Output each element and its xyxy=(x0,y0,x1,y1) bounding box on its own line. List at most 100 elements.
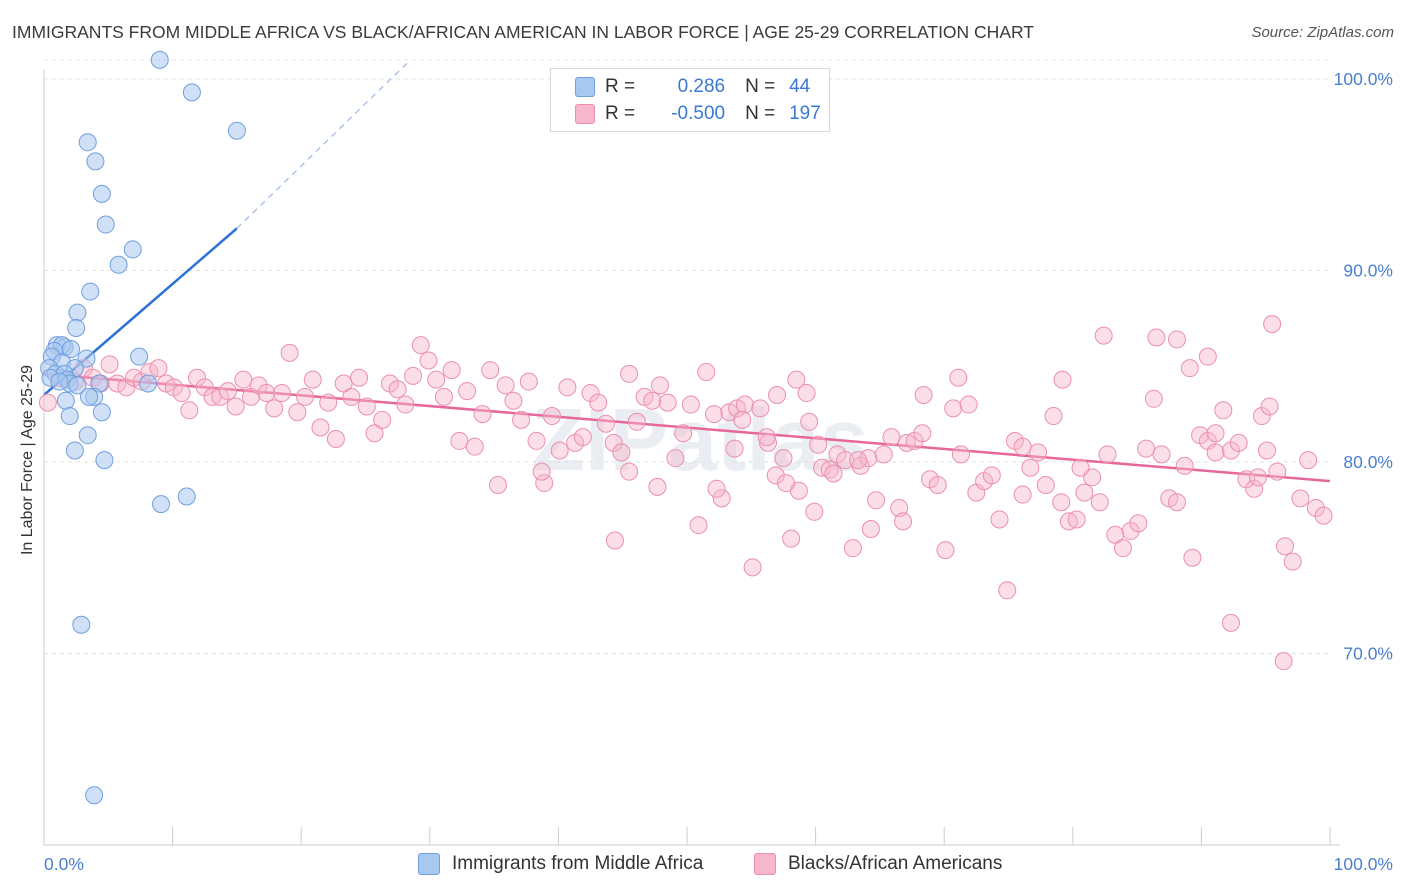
point-blacks xyxy=(914,385,933,404)
point-blacks xyxy=(465,437,484,456)
point-blacks xyxy=(697,362,716,381)
point-blacks xyxy=(288,403,307,422)
point-blacks xyxy=(1299,451,1318,470)
point-blacks xyxy=(1263,315,1282,334)
point-blacks xyxy=(388,380,407,399)
point-blacks xyxy=(944,399,963,418)
point-blacks xyxy=(1198,347,1217,366)
point-blacks xyxy=(117,378,136,397)
point-middle-africa xyxy=(85,786,104,805)
point-blacks xyxy=(504,391,523,410)
point-blacks xyxy=(527,431,546,450)
point-blacks xyxy=(1113,539,1132,558)
legend-r-value: -0.500 xyxy=(671,103,726,124)
point-blacks xyxy=(890,498,909,517)
gridlines xyxy=(44,59,1330,654)
point-blacks xyxy=(1167,493,1186,512)
point-blacks xyxy=(249,376,268,395)
point-blacks xyxy=(894,512,913,531)
point-blacks xyxy=(1059,512,1078,531)
point-blacks xyxy=(1121,521,1140,540)
point-middle-africa xyxy=(78,426,97,445)
point-blacks xyxy=(674,424,693,443)
point-blacks xyxy=(1067,510,1086,529)
point-blacks xyxy=(1306,498,1325,517)
point-blacks xyxy=(38,393,57,412)
point-blacks xyxy=(1036,475,1055,494)
point-blacks xyxy=(990,510,1009,529)
point-blacks xyxy=(1052,493,1071,512)
legend-r-label: R = xyxy=(605,103,636,124)
point-blacks xyxy=(707,479,726,498)
point-blacks xyxy=(905,431,924,450)
point-blacks xyxy=(188,368,207,387)
point-blacks xyxy=(272,384,291,403)
point-blacks xyxy=(733,410,752,429)
point-blacks xyxy=(928,475,947,494)
point-blacks xyxy=(1252,407,1271,426)
point-blacks xyxy=(519,372,538,391)
point-blacks xyxy=(805,502,824,521)
point-middle-africa xyxy=(123,240,142,259)
point-blacks xyxy=(824,464,843,483)
point-middle-africa xyxy=(77,349,96,368)
tick-labels: 100.0% 90.0% 80.0% 70.0% 0.0% 100.0% xyxy=(44,69,1393,874)
bottom-legend-swatch-blue xyxy=(418,853,440,875)
point-blacks xyxy=(180,401,199,420)
point-blacks xyxy=(550,441,569,460)
point-middle-africa xyxy=(182,83,201,102)
point-blacks xyxy=(1129,514,1148,533)
point-blacks xyxy=(849,451,868,470)
point-middle-africa xyxy=(65,441,84,460)
point-blacks xyxy=(303,370,322,389)
point-blacks xyxy=(658,393,677,412)
legend-swatch-pink xyxy=(575,104,595,124)
point-blacks xyxy=(342,387,361,406)
point-blacks xyxy=(100,355,119,374)
point-blacks xyxy=(735,395,754,414)
point-blacks xyxy=(419,351,438,370)
point-blacks xyxy=(280,343,299,362)
point-blacks xyxy=(705,405,724,424)
point-middle-africa xyxy=(72,615,91,634)
point-middle-africa xyxy=(62,340,81,359)
point-blacks xyxy=(326,430,345,449)
legend-r-value: 0.286 xyxy=(677,76,726,97)
point-blacks xyxy=(172,384,191,403)
point-blacks xyxy=(759,433,778,452)
point-blacks xyxy=(481,361,500,380)
point-blacks xyxy=(681,395,700,414)
point-blacks xyxy=(1053,370,1072,389)
point-blacks xyxy=(450,431,469,450)
point-middle-africa xyxy=(92,403,111,422)
point-blacks xyxy=(542,407,561,426)
point-blacks xyxy=(365,424,384,443)
point-blacks xyxy=(1237,470,1256,489)
point-middle-africa xyxy=(92,184,111,203)
point-blacks xyxy=(1144,389,1163,408)
legend-row-blacks: R = -0.500 N = 197 xyxy=(575,102,821,126)
legend-n-label: N = xyxy=(745,76,776,97)
point-blacks xyxy=(1137,439,1156,458)
point-blacks xyxy=(1248,468,1267,487)
legend-row-middle-africa: R = 0.286 N = 44 xyxy=(575,75,810,99)
point-blacks xyxy=(434,387,453,406)
point-blacks xyxy=(1098,445,1117,464)
point-blacks xyxy=(777,474,796,493)
point-blacks xyxy=(813,458,832,477)
point-blacks xyxy=(1167,330,1186,349)
point-middle-africa xyxy=(68,376,87,395)
point-blacks xyxy=(757,428,776,447)
point-blacks xyxy=(404,366,423,385)
point-blacks xyxy=(766,466,785,485)
point-blacks xyxy=(473,405,492,424)
point-blacks xyxy=(1013,437,1032,456)
point-middle-africa xyxy=(68,303,87,322)
bottom-legend-label: Immigrants from Middle Africa xyxy=(452,853,704,874)
point-blacks xyxy=(1275,537,1294,556)
point-blacks xyxy=(951,445,970,464)
point-blacks xyxy=(149,359,168,378)
point-blacks xyxy=(861,520,880,539)
legend-swatch-blue xyxy=(575,77,595,97)
